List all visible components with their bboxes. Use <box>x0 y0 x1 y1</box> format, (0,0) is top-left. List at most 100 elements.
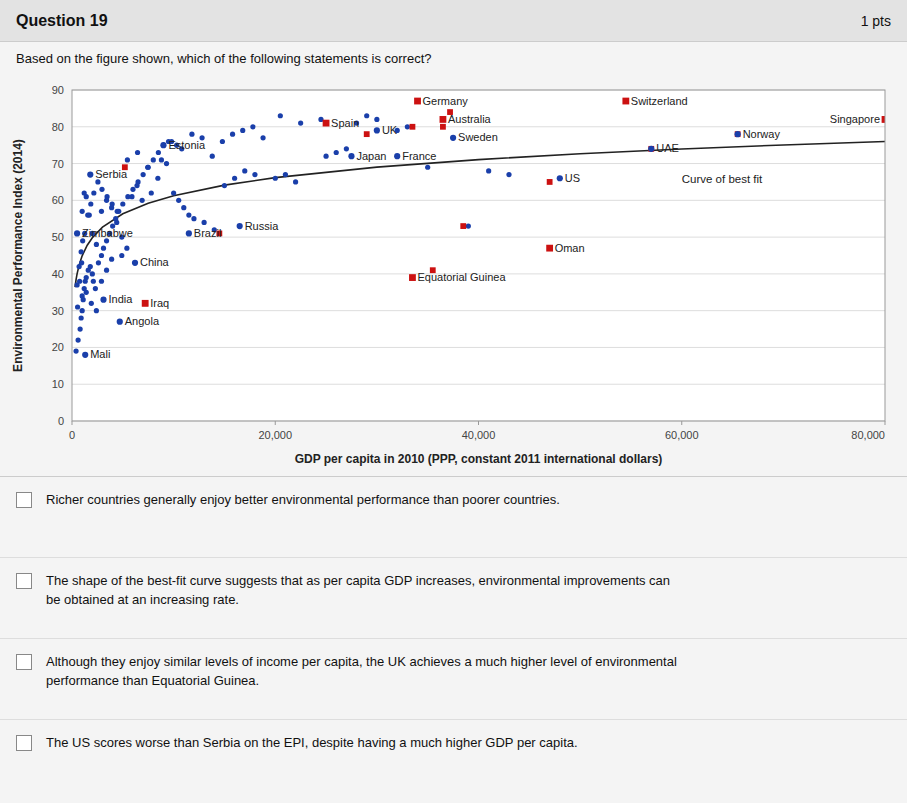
point-square <box>882 116 885 123</box>
point <box>240 128 245 133</box>
point-label: Zimbabwe <box>82 227 133 239</box>
point-label: US <box>565 172 580 184</box>
point <box>186 230 192 236</box>
point <box>242 168 247 173</box>
choice-text[interactable]: The US scores worse than Serbia on the E… <box>46 734 578 753</box>
point-label: India <box>109 293 134 305</box>
point <box>74 230 80 236</box>
point <box>93 286 98 291</box>
point <box>374 117 379 122</box>
point <box>181 205 186 210</box>
grid-line <box>72 200 885 201</box>
point <box>79 260 84 265</box>
point <box>94 242 99 247</box>
annotation: Curve of best fit <box>682 173 763 185</box>
point-square <box>410 124 416 130</box>
point-label: Mali <box>90 348 110 360</box>
point <box>84 275 89 280</box>
point <box>298 121 303 126</box>
point <box>129 194 134 199</box>
point <box>425 165 430 170</box>
point <box>84 194 89 199</box>
point <box>91 279 96 284</box>
point <box>114 220 119 225</box>
choice[interactable]: The US scores worse than Serbia on the E… <box>0 720 907 801</box>
point <box>293 179 298 184</box>
y-tick-label: 60 <box>52 194 64 206</box>
point <box>151 157 156 162</box>
point <box>176 198 181 203</box>
point <box>161 143 166 148</box>
point <box>115 209 120 214</box>
points: 1 pts <box>861 13 891 29</box>
question: Based on the figure shown, which of the … <box>0 42 907 76</box>
point <box>124 246 129 251</box>
point-label: China <box>140 256 170 268</box>
checkbox[interactable] <box>16 573 32 589</box>
point <box>78 326 83 331</box>
point <box>486 168 491 173</box>
checkbox[interactable] <box>16 492 32 508</box>
point-square <box>142 300 148 306</box>
point <box>75 304 80 309</box>
point-square <box>440 116 447 123</box>
choices: Richer countries generally enjoy better … <box>0 476 907 801</box>
choice[interactable]: The shape of the best-fit curve suggests… <box>0 558 907 639</box>
point <box>237 223 243 229</box>
point <box>79 249 84 254</box>
point <box>348 153 354 159</box>
x-tick-label: 40,000 <box>462 429 496 441</box>
point-label: Singapore <box>830 113 880 125</box>
point <box>222 183 227 188</box>
grid-line <box>72 384 885 385</box>
checkbox[interactable] <box>16 735 32 751</box>
best-fit-line <box>75 141 885 287</box>
point <box>84 290 89 295</box>
point <box>374 127 380 133</box>
point-label: Brazil <box>194 227 222 239</box>
point <box>117 319 123 325</box>
point-label: France <box>402 150 436 162</box>
point <box>73 349 78 354</box>
point <box>648 146 654 152</box>
point <box>99 209 104 214</box>
point-label: Iraq <box>150 297 169 309</box>
choice[interactable]: Although they enjoy similar levels of in… <box>0 639 907 720</box>
point-label: Switzerland <box>631 95 688 107</box>
point <box>273 176 278 181</box>
grid-line <box>72 347 885 348</box>
point <box>450 135 456 141</box>
point <box>149 190 154 195</box>
point <box>99 187 104 192</box>
choice-text[interactable]: The shape of the best-fit curve suggests… <box>46 572 670 610</box>
point <box>79 315 84 320</box>
choice-text[interactable]: Richer countries generally enjoy better … <box>46 491 560 510</box>
point <box>210 154 215 159</box>
point-square <box>735 131 741 137</box>
point-label: Spain <box>331 117 359 129</box>
point-square <box>409 274 416 281</box>
checkbox[interactable] <box>16 654 32 670</box>
point <box>104 238 109 243</box>
point <box>80 209 85 214</box>
x-tick <box>275 421 276 425</box>
point <box>135 150 140 155</box>
choice-text[interactable]: Although they enjoy similar levels of in… <box>46 653 677 691</box>
point <box>557 175 563 181</box>
choice[interactable]: Richer countries generally enjoy better … <box>0 477 907 558</box>
point-label: Norway <box>743 128 781 140</box>
point <box>88 201 93 206</box>
point-square <box>440 124 446 130</box>
plot-area <box>72 90 885 421</box>
point <box>164 161 169 166</box>
point-label: Equatorial Guinea <box>417 271 506 283</box>
point <box>130 187 135 192</box>
point-square <box>546 245 553 252</box>
point <box>82 352 88 358</box>
point <box>250 124 255 129</box>
point <box>75 337 80 342</box>
point <box>334 150 339 155</box>
point <box>77 279 82 284</box>
point <box>119 253 124 258</box>
y-tick-label: 10 <box>52 378 64 390</box>
